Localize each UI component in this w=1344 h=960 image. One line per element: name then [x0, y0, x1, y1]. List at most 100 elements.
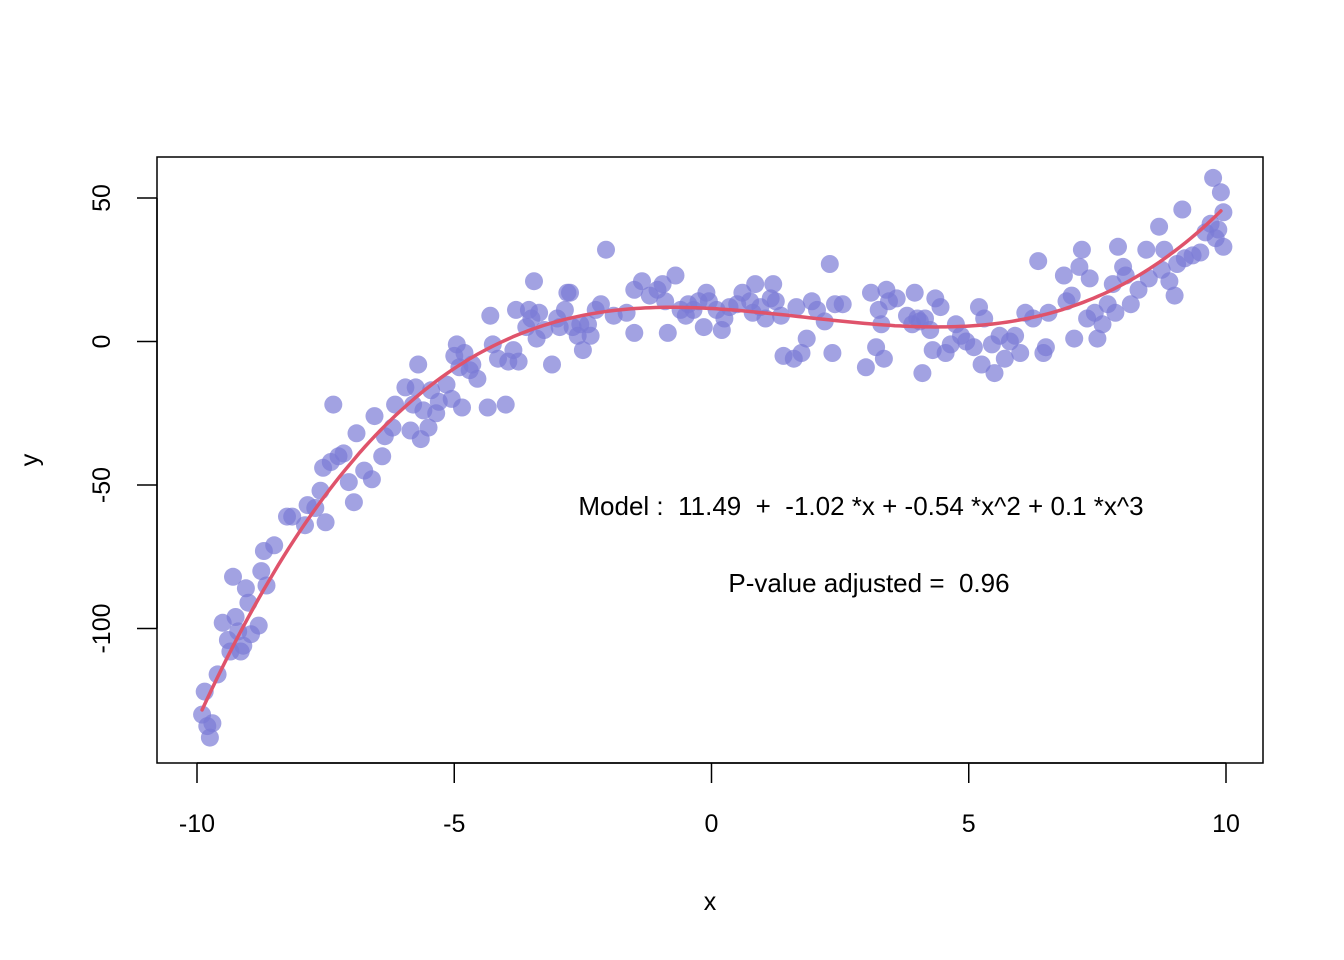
data-point: [653, 275, 672, 294]
data-point: [905, 283, 924, 302]
data-point: [543, 355, 561, 374]
data-point: [931, 298, 950, 317]
data-point: [1006, 326, 1025, 345]
x-tick-label: 5: [962, 810, 976, 838]
data-point: [347, 424, 366, 443]
data-point: [573, 341, 592, 360]
data-point: [1160, 272, 1179, 291]
y-tick-label: -100: [88, 603, 116, 653]
data-point: [797, 329, 816, 348]
data-point: [316, 513, 335, 532]
data-point: [815, 312, 834, 331]
data-point: [1214, 237, 1233, 256]
data-point: [581, 326, 600, 345]
data-point: [1072, 240, 1091, 259]
model-annotation: Model : 11.49 + -1.02 *x + -0.54 *x^2 + …: [578, 491, 1143, 521]
data-point: [1173, 200, 1192, 219]
data-point: [478, 398, 497, 417]
pvalue-annotation: P-value adjusted = 0.96: [728, 568, 1009, 598]
data-point: [1065, 329, 1084, 348]
data-point: [964, 338, 983, 357]
data-point: [887, 289, 906, 308]
data-point: [525, 272, 543, 291]
data-point: [658, 323, 677, 342]
data-point: [373, 447, 392, 466]
y-tick-label: 0: [88, 335, 116, 349]
data-point: [1106, 303, 1125, 322]
data-point: [555, 300, 574, 319]
data-point: [1011, 344, 1030, 362]
data-point: [764, 275, 783, 294]
data-point: [874, 349, 893, 368]
data-point: [633, 272, 651, 291]
data-point: [1137, 240, 1156, 259]
data-point: [1070, 257, 1089, 276]
data-point: [913, 364, 932, 383]
data-point: [625, 323, 644, 342]
data-point: [339, 473, 358, 492]
data-point: [1109, 237, 1127, 256]
data-point: [224, 567, 242, 586]
data-point: [1036, 338, 1055, 357]
data-point: [597, 240, 615, 259]
data-point: [1121, 295, 1140, 314]
data-point: [383, 418, 402, 437]
data-point: [833, 295, 852, 314]
data-point: [437, 375, 456, 394]
x-tick-label: 10: [1212, 810, 1240, 838]
data-point: [766, 292, 785, 311]
data-point: [419, 418, 438, 437]
data-point: [468, 369, 487, 388]
data-point: [972, 355, 991, 374]
data-point: [409, 355, 428, 374]
data-point: [1191, 243, 1210, 262]
data-point: [820, 255, 839, 273]
data-point: [509, 352, 528, 371]
data-point: [344, 493, 363, 512]
data-point: [386, 395, 405, 414]
data-point: [530, 303, 549, 322]
data-point: [1211, 183, 1230, 202]
data-point: [507, 300, 525, 319]
data-point: [921, 321, 940, 339]
data-point: [453, 398, 471, 417]
data-point: [1088, 329, 1107, 348]
data-point: [1165, 286, 1184, 305]
data-point: [995, 349, 1014, 368]
data-point: [1209, 220, 1228, 239]
data-point: [617, 303, 636, 322]
y-axis: -100 -50 0 50: [88, 184, 158, 654]
fitted-curve: [200, 209, 1223, 712]
data-point: [1214, 203, 1233, 222]
data-point: [1080, 269, 1099, 288]
data-point: [1062, 286, 1081, 305]
x-tick-label: -10: [179, 810, 215, 838]
data-point: [1129, 280, 1148, 299]
data-point: [334, 444, 353, 463]
y-axis-label: y: [16, 453, 44, 466]
x-axis-label: x: [704, 888, 717, 916]
data-point: [481, 306, 500, 325]
data-point: [985, 364, 1004, 383]
data-point: [236, 579, 255, 598]
data-point: [856, 358, 875, 377]
x-tick-label: -5: [443, 810, 465, 838]
data-point: [1054, 266, 1073, 285]
x-tick-label: 0: [705, 810, 719, 838]
data-point: [265, 536, 284, 555]
data-point: [823, 344, 842, 362]
data-point: [226, 608, 245, 626]
data-point: [496, 395, 515, 414]
y-tick-label: -50: [88, 467, 116, 503]
data-point: [252, 562, 271, 581]
data-point: [1150, 217, 1169, 236]
data-point: [1029, 252, 1048, 271]
x-axis: -10 -5 0 5 10: [179, 762, 1240, 838]
data-point: [203, 714, 222, 733]
data-point: [666, 266, 685, 285]
data-point: [365, 407, 384, 426]
data-point: [862, 283, 880, 302]
data-point: [324, 395, 343, 414]
